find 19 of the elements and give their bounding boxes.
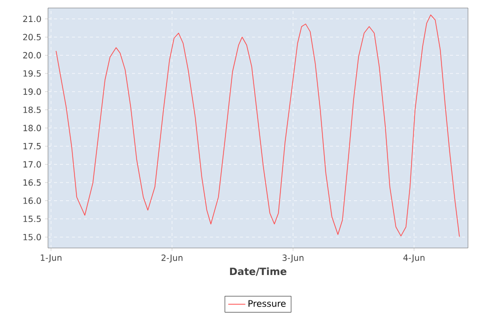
y-tick-label: 19.0 [23, 88, 41, 95]
x-tick-label: 4-Jun [403, 254, 424, 262]
y-tick-label: 19.5 [23, 70, 41, 77]
x-axis-title: Date/Time [230, 267, 286, 276]
y-tick-label: 15.0 [23, 234, 41, 240]
x-tick-label: 3-Jun [282, 254, 304, 263]
y-tick-label: 18.5 [23, 106, 41, 114]
x-tick-label: 2-Jun [162, 254, 182, 263]
y-tick-label: 15.5 [23, 216, 41, 222]
legend-label: Pressure [248, 300, 286, 307]
y-tick-label: 16.5 [23, 179, 41, 186]
y-tick-label: 20.0 [23, 52, 41, 58]
y-tick-label: 17.0 [23, 161, 41, 168]
x-tick-label: 1-Jun [40, 254, 62, 262]
y-tick-label: 17.5 [23, 143, 41, 150]
y-tick-label: 20.5 [23, 34, 41, 40]
y-tick-label: 16.0 [23, 198, 41, 204]
y-tick-label: 21.0 [23, 16, 41, 22]
y-tick-label: 18.0 [23, 124, 41, 132]
